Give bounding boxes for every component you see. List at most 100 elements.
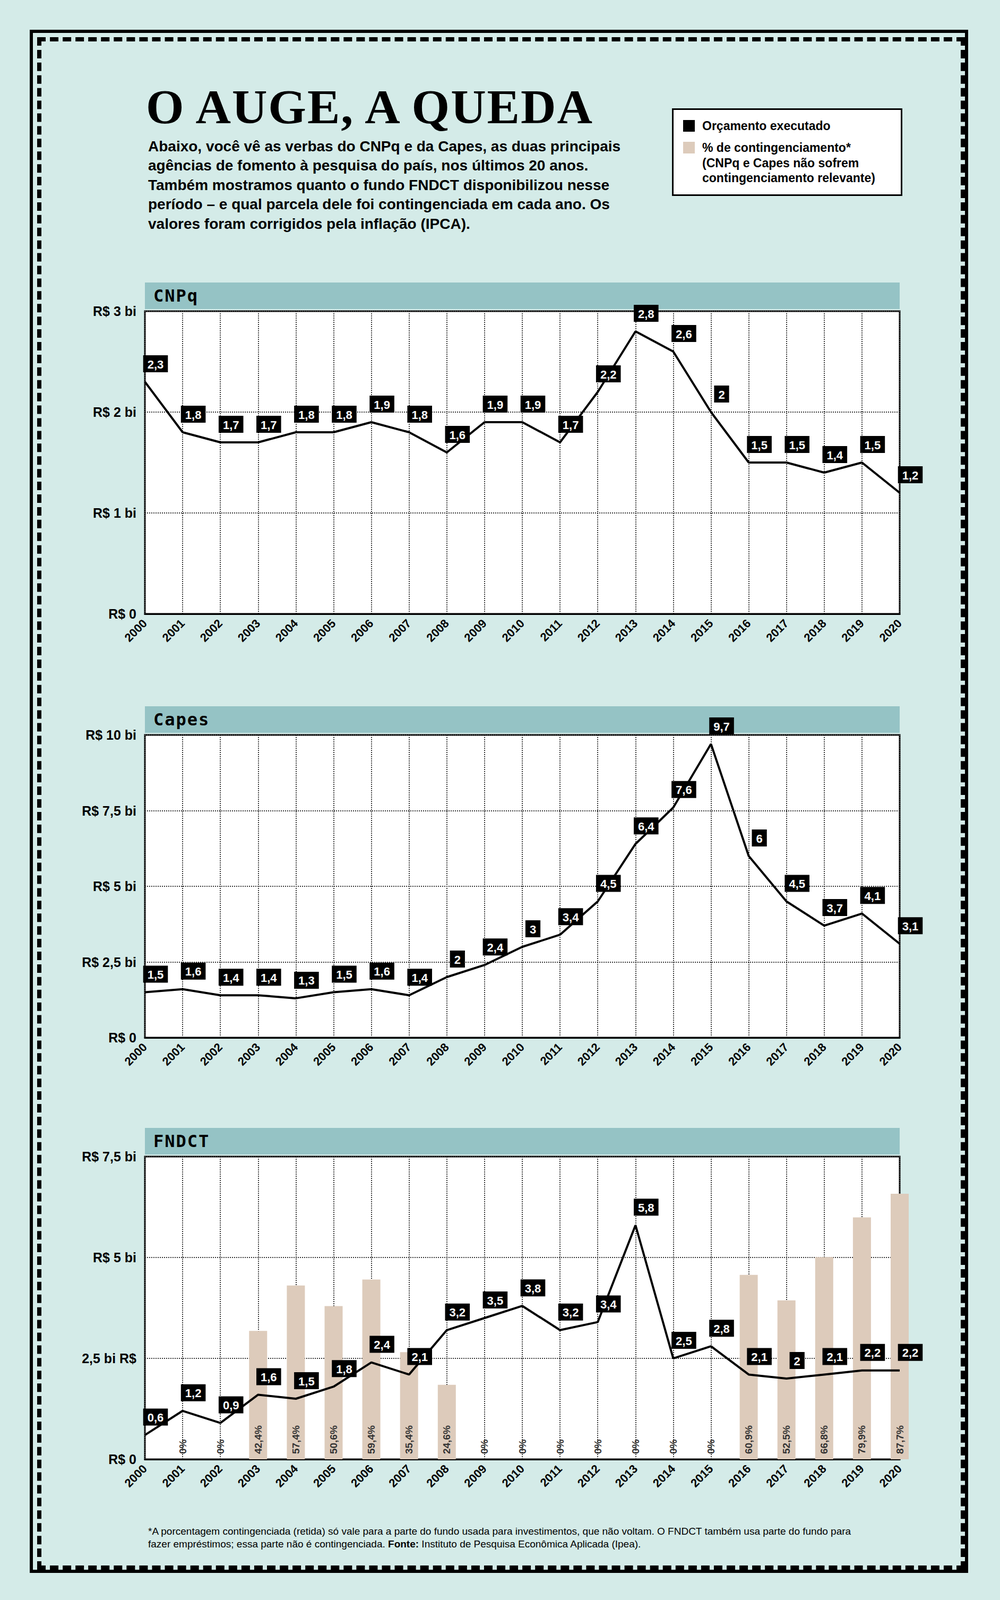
svg-text:2007: 2007 xyxy=(385,1461,414,1489)
svg-text:2: 2 xyxy=(454,952,461,967)
svg-text:2000: 2000 xyxy=(122,1461,150,1489)
svg-text:52,5%: 52,5% xyxy=(780,1424,792,1454)
svg-text:2012: 2012 xyxy=(574,1039,603,1068)
svg-text:1,6: 1,6 xyxy=(373,964,391,978)
svg-text:2012: 2012 xyxy=(574,616,603,644)
svg-text:4,5: 4,5 xyxy=(600,876,617,891)
svg-text:1,4: 1,4 xyxy=(411,970,428,985)
svg-text:2016: 2016 xyxy=(725,1461,754,1489)
svg-text:7,6: 7,6 xyxy=(675,782,693,797)
svg-text:2: 2 xyxy=(718,388,725,402)
svg-text:R$ 5 bi: R$ 5 bi xyxy=(92,1249,137,1265)
svg-text:1,6: 1,6 xyxy=(449,428,467,442)
svg-text:0%: 0% xyxy=(177,1438,189,1454)
svg-text:2001: 2001 xyxy=(159,1461,188,1489)
svg-text:0%: 0% xyxy=(705,1438,717,1454)
svg-text:57,4%: 57,4% xyxy=(290,1424,302,1454)
svg-text:0%: 0% xyxy=(667,1438,679,1454)
svg-text:1,8: 1,8 xyxy=(298,408,315,422)
svg-text:0,9: 0,9 xyxy=(222,1398,240,1412)
svg-text:4,5: 4,5 xyxy=(788,876,806,891)
svg-text:2,1: 2,1 xyxy=(411,1349,428,1364)
svg-text:2018: 2018 xyxy=(800,616,829,644)
svg-text:42,4%: 42,4% xyxy=(252,1424,264,1454)
svg-text:R$ 0: R$ 0 xyxy=(108,1451,137,1467)
svg-text:2019: 2019 xyxy=(838,616,867,644)
svg-text:4,1: 4,1 xyxy=(864,889,882,903)
svg-text:1,4: 1,4 xyxy=(260,970,278,985)
svg-text:2015: 2015 xyxy=(687,616,716,644)
svg-text:2006: 2006 xyxy=(348,1461,376,1489)
svg-text:2017: 2017 xyxy=(763,1039,791,1068)
svg-text:2,5: 2,5 xyxy=(675,1333,693,1348)
svg-text:2005: 2005 xyxy=(310,616,339,644)
svg-text:2013: 2013 xyxy=(612,616,641,644)
svg-text:2011: 2011 xyxy=(537,1039,565,1067)
svg-text:1,3: 1,3 xyxy=(298,973,315,987)
svg-text:0%: 0% xyxy=(214,1438,227,1454)
svg-text:2011: 2011 xyxy=(537,616,565,644)
svg-text:0%: 0% xyxy=(554,1438,566,1454)
svg-text:2019: 2019 xyxy=(838,1461,867,1489)
svg-text:1,7: 1,7 xyxy=(562,418,580,432)
svg-text:0%: 0% xyxy=(516,1438,529,1454)
svg-text:2006: 2006 xyxy=(348,1039,376,1068)
svg-text:2,8: 2,8 xyxy=(713,1321,730,1335)
svg-text:2,6: 2,6 xyxy=(675,327,693,341)
svg-text:R$ 7,5 bi: R$ 7,5 bi xyxy=(81,803,137,818)
svg-text:3,2: 3,2 xyxy=(562,1305,580,1319)
svg-text:35,4%: 35,4% xyxy=(403,1424,415,1454)
svg-text:2007: 2007 xyxy=(385,616,414,644)
svg-text:3,2: 3,2 xyxy=(449,1305,467,1319)
svg-text:2018: 2018 xyxy=(800,1039,829,1068)
svg-text:2012: 2012 xyxy=(574,1461,603,1489)
svg-text:1,8: 1,8 xyxy=(411,408,428,422)
svg-text:2011: 2011 xyxy=(537,1461,565,1489)
svg-text:2003: 2003 xyxy=(235,616,263,644)
svg-text:3: 3 xyxy=(529,922,537,936)
svg-text:R$ 10 bi: R$ 10 bi xyxy=(85,727,137,743)
svg-text:1,8: 1,8 xyxy=(185,408,202,422)
svg-text:2014: 2014 xyxy=(650,616,679,645)
svg-text:2010: 2010 xyxy=(499,1039,528,1068)
svg-text:2016: 2016 xyxy=(725,616,754,644)
svg-text:2002: 2002 xyxy=(197,1039,226,1068)
svg-text:R$ 7,5 bi: R$ 7,5 bi xyxy=(81,1148,137,1164)
svg-text:2013: 2013 xyxy=(612,1461,641,1489)
svg-text:2,8: 2,8 xyxy=(638,307,655,321)
svg-text:2000: 2000 xyxy=(122,1039,150,1068)
svg-text:59,4%: 59,4% xyxy=(365,1424,377,1454)
svg-text:R$ 1 bi: R$ 1 bi xyxy=(92,505,137,521)
svg-text:2001: 2001 xyxy=(159,1039,188,1068)
svg-text:1,4: 1,4 xyxy=(826,448,844,462)
svg-text:0%: 0% xyxy=(478,1438,490,1454)
svg-text:2017: 2017 xyxy=(763,1461,791,1489)
svg-text:79,9%: 79,9% xyxy=(856,1424,868,1454)
svg-text:2018: 2018 xyxy=(800,1461,829,1489)
svg-text:1,4: 1,4 xyxy=(222,970,240,985)
svg-text:2005: 2005 xyxy=(310,1039,339,1068)
svg-text:1,5: 1,5 xyxy=(788,438,806,452)
svg-text:0%: 0% xyxy=(592,1438,604,1454)
svg-text:3,4: 3,4 xyxy=(600,1297,617,1311)
svg-text:2,3: 2,3 xyxy=(147,357,165,372)
svg-text:2005: 2005 xyxy=(310,1461,339,1489)
svg-text:2009: 2009 xyxy=(461,1039,489,1068)
svg-text:3,8: 3,8 xyxy=(524,1281,542,1295)
svg-text:9,7: 9,7 xyxy=(713,719,730,734)
svg-text:87,7%: 87,7% xyxy=(894,1424,906,1454)
svg-text:2009: 2009 xyxy=(461,1461,489,1489)
svg-text:3,7: 3,7 xyxy=(826,901,844,915)
svg-text:2003: 2003 xyxy=(235,1461,263,1489)
svg-text:2,1: 2,1 xyxy=(826,1349,844,1364)
svg-text:2020: 2020 xyxy=(876,616,905,644)
svg-text:1,6: 1,6 xyxy=(260,1369,278,1384)
svg-text:2000: 2000 xyxy=(122,616,150,644)
svg-text:2009: 2009 xyxy=(461,616,489,644)
svg-text:5,8: 5,8 xyxy=(638,1200,655,1214)
svg-text:2008: 2008 xyxy=(423,1461,452,1489)
svg-text:0%: 0% xyxy=(630,1438,642,1454)
svg-text:1,9: 1,9 xyxy=(524,398,542,412)
svg-text:1,2: 1,2 xyxy=(902,468,919,482)
svg-text:2001: 2001 xyxy=(159,616,188,644)
